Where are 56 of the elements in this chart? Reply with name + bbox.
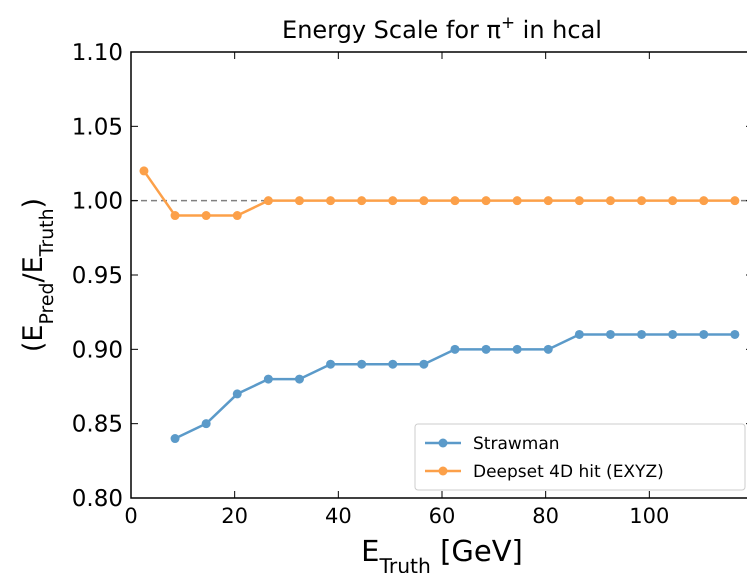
- x-tick-label: 60: [428, 504, 456, 528]
- point: [202, 211, 211, 220]
- y-tick-label: 0.90: [72, 337, 123, 364]
- point: [450, 344, 460, 354]
- point: [170, 434, 180, 444]
- point: [232, 211, 242, 220]
- point: [357, 196, 366, 206]
- point: [264, 374, 273, 384]
- point: [419, 360, 428, 369]
- point: [574, 196, 584, 206]
- y-tick-label: 0.80: [72, 486, 123, 512]
- point: [139, 166, 148, 176]
- point: [294, 196, 304, 206]
- point: [264, 196, 273, 206]
- x-tick-label: 80: [532, 504, 560, 528]
- point: [512, 196, 522, 206]
- point: [637, 330, 646, 339]
- point: [606, 196, 615, 206]
- point: [326, 196, 336, 206]
- point: [699, 196, 708, 206]
- point: [574, 330, 584, 339]
- point: [388, 360, 398, 369]
- point: [388, 196, 398, 206]
- point: [170, 211, 180, 220]
- legend-label: Strawman: [473, 434, 560, 454]
- point: [637, 196, 646, 206]
- point: [202, 419, 211, 428]
- x-tick-label: 0: [124, 504, 138, 528]
- point: [482, 344, 491, 354]
- chart-title: Energy Scale for π$^{+}$ in hcal: [282, 12, 602, 44]
- point: [699, 330, 708, 339]
- point: [668, 196, 678, 206]
- point: [512, 344, 522, 354]
- point: [544, 344, 553, 354]
- y-tick-label: 1.00: [72, 188, 123, 215]
- point: [730, 196, 740, 206]
- y-tick-label: 0.85: [72, 412, 123, 438]
- point: [357, 360, 366, 369]
- legend-label: Deepset 4D hit (EXYZ): [473, 462, 664, 482]
- point: [544, 196, 553, 206]
- y-tick-label: 1.10: [72, 40, 123, 66]
- point: [232, 389, 242, 398]
- point: [482, 196, 491, 206]
- point: [419, 196, 428, 206]
- x-tick-label: 40: [324, 504, 352, 528]
- y-tick-label: 0.95: [72, 263, 123, 289]
- point: [326, 360, 336, 369]
- point: [450, 196, 460, 206]
- point: [294, 374, 304, 384]
- point: [668, 330, 678, 339]
- x-tick-label: 20: [221, 504, 248, 528]
- point: [606, 330, 615, 339]
- y-tick-label: 1.05: [72, 114, 123, 140]
- point: [730, 330, 740, 339]
- x-tick-label: 100: [629, 504, 670, 528]
- x-axis-title: E$_{Truth}$ [GeV]: [361, 534, 523, 578]
